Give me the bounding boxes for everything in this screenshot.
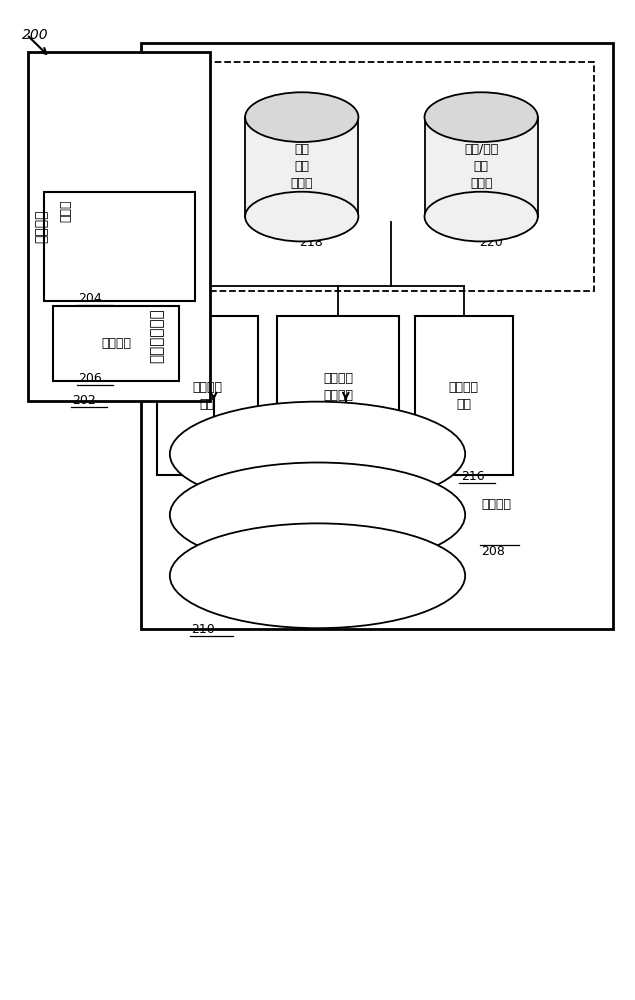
Text: 202: 202: [72, 394, 96, 407]
Text: 214: 214: [335, 470, 358, 483]
Ellipse shape: [245, 192, 358, 241]
Bar: [53, 306, 179, 381]
Text: 用户设备: 用户设备: [35, 210, 49, 243]
Text: 浏览器: 浏览器: [60, 200, 72, 222]
Text: 216: 216: [461, 470, 485, 483]
Bar: [425, 117, 538, 217]
Text: 通信网络: 通信网络: [481, 498, 511, 511]
Text: 208: 208: [481, 545, 505, 558]
Bar: [245, 117, 358, 217]
Bar: [210, 62, 594, 291]
Text: 204: 204: [78, 292, 102, 305]
Text: 设备注册系统: 设备注册系统: [149, 309, 164, 363]
Text: 210: 210: [192, 623, 215, 636]
Ellipse shape: [425, 92, 538, 142]
Text: 206: 206: [78, 372, 102, 385]
Text: 策略
规则
数据库: 策略 规则 数据库: [291, 143, 313, 190]
Bar: [415, 316, 512, 475]
Text: 设备注册
引擎: 设备注册 引擎: [449, 381, 479, 411]
Text: 用户凭证: 用户凭证: [255, 423, 267, 453]
Text: 200: 200: [22, 28, 48, 42]
Text: 注册信息: 注册信息: [355, 423, 368, 453]
Text: 218: 218: [299, 236, 323, 249]
Bar: [277, 316, 399, 475]
Text: 注册应用: 注册应用: [101, 337, 131, 350]
Text: 注册请求: 注册请求: [191, 423, 204, 453]
Bar: [44, 192, 195, 301]
Bar: [157, 316, 258, 475]
Ellipse shape: [170, 463, 465, 567]
Text: 220: 220: [479, 236, 502, 249]
Text: 设备认证
引擎: 设备认证 引擎: [192, 381, 222, 411]
Ellipse shape: [425, 192, 538, 241]
Bar: [28, 52, 210, 401]
Ellipse shape: [170, 523, 465, 628]
Text: 设备注册
策略识别
引擎: 设备注册 策略识别 引擎: [323, 372, 353, 419]
Ellipse shape: [245, 92, 358, 142]
Bar: [141, 43, 613, 629]
Ellipse shape: [170, 402, 465, 506]
Text: 212: 212: [204, 470, 228, 483]
Text: 用户/设备
信息
数据库: 用户/设备 信息 数据库: [464, 143, 498, 190]
